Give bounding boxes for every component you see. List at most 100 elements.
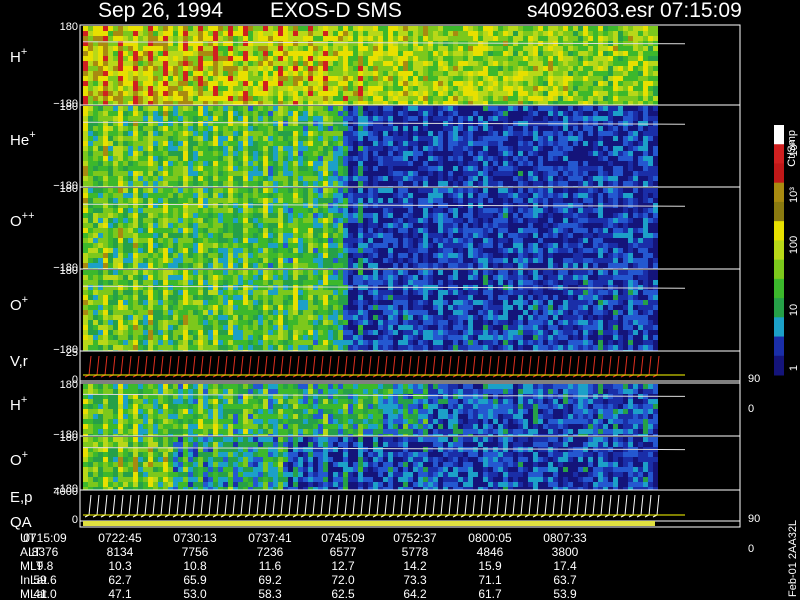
panel-label-text: E,p [10, 489, 33, 506]
cell: 6577 [330, 545, 357, 559]
cell: 0730:13 [173, 531, 217, 545]
panel-label-sup: + [21, 46, 27, 58]
axis-bottom: 0 [72, 514, 78, 526]
spectrogram-cells [83, 188, 343, 269]
spectrogram-cells [83, 26, 363, 105]
spectrogram-cells [383, 384, 658, 436]
row-label: InLat [20, 573, 47, 587]
right-axis-top: 90 [748, 513, 760, 525]
panel-label-sup: ++ [22, 210, 35, 222]
trace-line [82, 285, 686, 289]
colorbar-swatch [774, 298, 784, 318]
cell: 14.2 [403, 559, 427, 573]
panel-label-sup: + [29, 129, 35, 141]
panel-label-text: He [10, 132, 29, 149]
panel-label-sup: + [22, 294, 28, 306]
panel-label: V,r [10, 353, 28, 370]
trace-line [82, 41, 686, 45]
cell: 3800 [552, 545, 579, 559]
colorbar-label: 100 [788, 236, 800, 254]
colorbar-label: 1 [788, 365, 800, 371]
right-axis-bottom: 0 [748, 403, 754, 415]
spectrogram-cells [248, 106, 658, 187]
cell: 17.4 [553, 559, 577, 573]
axis-bottom: −180 [53, 483, 78, 495]
spectrogram-cells [83, 26, 653, 105]
colorbar-swatch [774, 163, 784, 184]
colorbar-swatch [774, 182, 784, 203]
spectrogram-cells [343, 188, 658, 269]
trace-line [82, 203, 686, 207]
trace-line [82, 447, 686, 451]
panel-label-text: O [10, 213, 22, 230]
panel-label: E,p [10, 489, 33, 506]
cell: 15.9 [478, 559, 502, 573]
cell: 69.2 [258, 573, 282, 587]
spectrogram-cells [88, 270, 658, 351]
footer: Feb-01 2AA32L [787, 520, 799, 597]
axis-top: 180 [60, 101, 78, 113]
cell: 64.2 [403, 587, 427, 600]
spectrogram-cells [83, 188, 328, 269]
row-label: MLT [20, 559, 44, 573]
cell: 10.8 [183, 559, 207, 573]
axis-bottom: 0 [72, 374, 78, 386]
date: Sep 26, 1994 [98, 0, 223, 22]
cell: 12.7 [331, 559, 355, 573]
cell: 41.0 [33, 587, 57, 600]
colorbar-label: 10³ [788, 187, 800, 203]
colorbar-swatch [774, 221, 784, 241]
axis-top: 180 [60, 379, 78, 391]
cell: 53.9 [553, 587, 577, 600]
axis-bottom: −180 [53, 180, 78, 192]
colorbar-label: 10 [788, 304, 800, 316]
colorbar-swatch [774, 336, 784, 357]
spectrogram-cells [83, 384, 428, 436]
spectrogram-cells [83, 384, 363, 436]
spectrogram-cells [83, 437, 168, 490]
cell: 53.0 [183, 587, 207, 600]
cell: 0807:33 [543, 531, 587, 545]
panel-label: H+ [10, 394, 27, 414]
cell: 8376 [32, 545, 59, 559]
cell: 73.3 [403, 573, 427, 587]
colorbar-swatch [774, 259, 784, 280]
axis-top: 25 [66, 347, 78, 359]
cell: 59.6 [33, 573, 57, 587]
cell: 4846 [477, 545, 504, 559]
panel-label-text: V,r [10, 353, 28, 370]
spectrogram-cells [83, 300, 188, 351]
colorbar-unit: Ct/Smp [786, 130, 798, 167]
trace-line [82, 393, 686, 397]
colorbar-swatch [774, 125, 784, 145]
spectrogram-cells [343, 106, 658, 187]
panel-label: O+ [10, 449, 28, 469]
panel-label: H+ [10, 46, 27, 66]
qa-label: QA [10, 514, 32, 531]
colorbar-label: 10⁴ [788, 139, 800, 156]
panel-label-sup: + [22, 449, 28, 461]
panel-label-text: H [10, 397, 21, 414]
spectrogram-cells [313, 270, 658, 351]
spectrogram-cells [343, 270, 658, 351]
cell: 0745:09 [321, 531, 365, 545]
cell: 0752:37 [393, 531, 437, 545]
spectrogram-cells [88, 106, 653, 187]
spectrogram-cells [93, 26, 658, 105]
panel-label-text: H [10, 49, 21, 66]
instrument: EXOS-D SMS [270, 0, 402, 22]
axis-top: 180 [60, 265, 78, 277]
spectrogram-cells [173, 437, 658, 490]
colorbar-swatch [774, 240, 784, 261]
spectrogram-cells [88, 188, 658, 269]
cell: 58.3 [258, 587, 282, 600]
panel-label: O++ [10, 210, 35, 230]
spectrogram-cells [83, 188, 348, 269]
axis-top: 180 [60, 183, 78, 195]
axis-top: 4000 [54, 486, 78, 498]
cell: 7236 [257, 545, 284, 559]
spectrogram-cells [173, 437, 658, 490]
sawtooth-trace [84, 494, 660, 518]
spectrogram-cells [83, 270, 328, 351]
